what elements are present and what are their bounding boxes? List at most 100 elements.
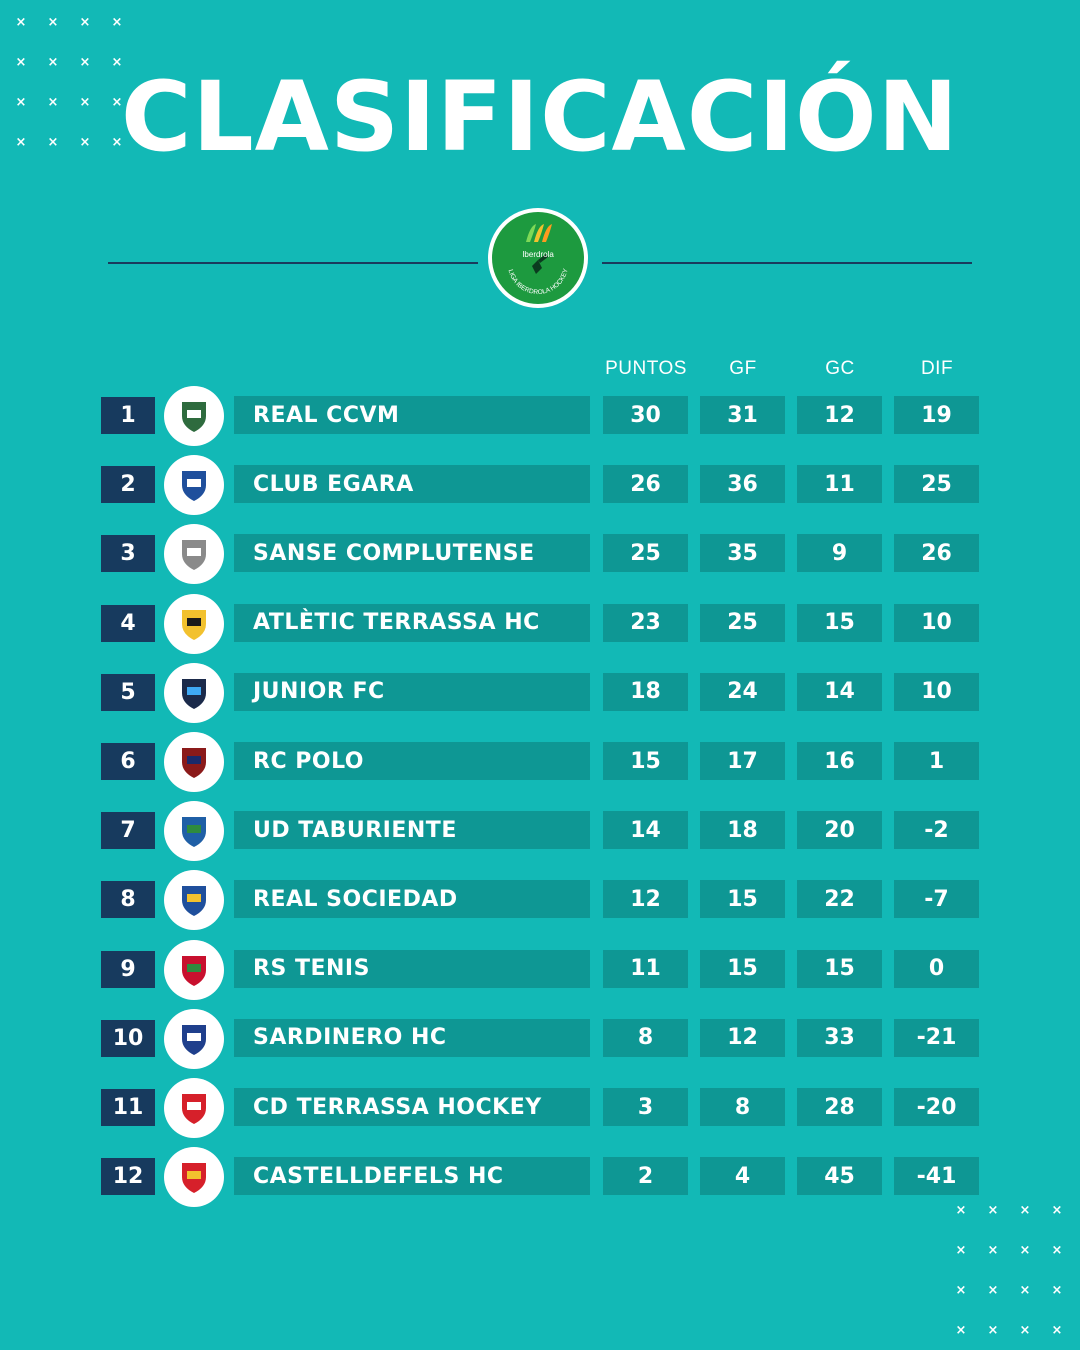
page-title: CLASIFICACIÓN <box>121 61 959 173</box>
table-row: 6 RC POLO 15 17 16 1 <box>0 732 1080 792</box>
table-row: 1 REAL CCVM 30 31 12 19 <box>0 386 1080 446</box>
decor-x-icon: × <box>15 55 27 70</box>
position-badge: 8 <box>101 881 155 919</box>
decor-x-icon: × <box>1019 1203 1031 1218</box>
logo-caption-arc: LIGA IBERDROLA HOCKEY <box>507 267 570 296</box>
iberdrola-leaf-icon <box>526 224 552 274</box>
points-cell: 15 <box>603 742 688 780</box>
difference-cell: 19 <box>894 396 979 434</box>
decor-x-icon: × <box>111 95 123 110</box>
difference-cell: -41 <box>894 1157 979 1196</box>
points-cell: 18 <box>603 672 688 711</box>
junior-fc-crest-icon <box>164 662 224 723</box>
goals-against-cell: 15 <box>797 603 882 642</box>
position-badge: 4 <box>101 604 155 642</box>
table-row: 2 CLUB EGARA 26 36 11 25 <box>0 455 1080 516</box>
table-row: 9 RS TENIS 11 15 15 0 <box>0 939 1080 1000</box>
decor-x-icon: × <box>47 55 59 70</box>
difference-cell: 25 <box>894 465 979 504</box>
points-cell: 12 <box>603 880 688 919</box>
decor-x-icon: × <box>15 95 27 110</box>
points-cell: 14 <box>603 811 688 850</box>
goals-against-cell: 15 <box>797 949 882 988</box>
goals-for-cell: 4 <box>700 1157 785 1196</box>
decor-x-icon: × <box>1051 1243 1063 1258</box>
points-cell: 25 <box>603 534 688 573</box>
table-row: 8 REAL SOCIEDAD 12 15 22 -7 <box>0 870 1080 931</box>
position-badge: 7 <box>101 812 155 850</box>
decor-x-icon: × <box>111 135 123 150</box>
points-cell: 8 <box>603 1018 688 1057</box>
decor-x-icon: × <box>47 135 59 150</box>
points-cell: 26 <box>603 465 688 504</box>
decor-x-icon: × <box>111 15 123 30</box>
decor-x-icon: × <box>987 1203 999 1218</box>
team-name: ATLÈTIC TERRASSA HC <box>234 603 590 642</box>
goals-for-cell: 15 <box>700 949 785 988</box>
decor-x-icon: × <box>987 1283 999 1298</box>
points-cell: 3 <box>603 1088 688 1126</box>
decor-x-icon: × <box>47 15 59 30</box>
goals-for-cell: 35 <box>700 534 785 573</box>
decor-x-icon: × <box>955 1243 967 1258</box>
table-row: 4 ATLÈTIC TERRASSA HC 23 25 15 10 <box>0 593 1080 654</box>
difference-cell: 10 <box>894 672 979 711</box>
decor-x-icon: × <box>79 95 91 110</box>
goals-against-cell: 9 <box>797 534 882 573</box>
header-points: PUNTOS <box>605 358 687 379</box>
table-row: 7 UD TABURIENTE 14 18 20 -2 <box>0 801 1080 862</box>
team-name: UD TABURIENTE <box>234 811 590 850</box>
team-name: CD TERRASSA HOCKEY <box>234 1088 590 1126</box>
position-badge: 11 <box>101 1089 155 1126</box>
table-row: 3 SANSE COMPLUTENSE 25 35 9 26 <box>0 524 1080 585</box>
position-badge: 1 <box>101 397 155 434</box>
decor-x-icon: × <box>1019 1323 1031 1338</box>
team-name: REAL SOCIEDAD <box>234 880 590 919</box>
decor-x-icon: × <box>47 95 59 110</box>
goals-against-cell: 12 <box>797 396 882 434</box>
decor-x-icon: × <box>15 15 27 30</box>
goals-for-cell: 17 <box>700 742 785 780</box>
position-badge: 12 <box>101 1158 155 1196</box>
points-cell: 11 <box>603 949 688 988</box>
decor-x-icon: × <box>79 135 91 150</box>
decor-x-icon: × <box>1019 1243 1031 1258</box>
table-row: 12 CASTELLDEFELS HC 2 4 45 -41 <box>0 1147 1080 1208</box>
decor-x-icon: × <box>955 1283 967 1298</box>
decor-x-icon: × <box>1051 1283 1063 1298</box>
real-sociedad-crest-icon <box>164 870 224 931</box>
atletic-terrassa-crest-icon <box>164 593 224 654</box>
goals-for-cell: 24 <box>700 672 785 711</box>
svg-text:LIGA IBERDROLA HOCKEY: LIGA IBERDROLA HOCKEY <box>507 267 570 296</box>
team-name: JUNIOR FC <box>234 672 590 711</box>
decor-x-icon: × <box>1051 1323 1063 1338</box>
divider-right <box>602 262 972 264</box>
league-logo: Iberdrola LIGA IBERDROLA HOCKEY <box>488 208 588 308</box>
goals-against-cell: 45 <box>797 1157 882 1196</box>
decor-x-icon: × <box>955 1323 967 1338</box>
divider-left <box>108 262 478 264</box>
position-badge: 2 <box>101 466 155 504</box>
difference-cell: 1 <box>894 742 979 780</box>
decor-x-icon: × <box>987 1323 999 1338</box>
castelldefels-crest-icon <box>164 1147 224 1208</box>
decor-x-icon: × <box>955 1203 967 1218</box>
decor-x-icon: × <box>79 55 91 70</box>
difference-cell: 0 <box>894 949 979 988</box>
team-name: SARDINERO HC <box>234 1018 590 1057</box>
position-badge: 3 <box>101 535 155 573</box>
sardinero-hc-crest-icon <box>164 1008 224 1069</box>
position-badge: 6 <box>101 743 155 780</box>
goals-against-cell: 11 <box>797 465 882 504</box>
team-name: RC POLO <box>234 742 590 780</box>
difference-cell: -21 <box>894 1018 979 1057</box>
decor-x-icon: × <box>1019 1283 1031 1298</box>
difference-cell: -2 <box>894 811 979 850</box>
real-ccvm-crest-icon <box>164 386 224 446</box>
goals-for-cell: 31 <box>700 396 785 434</box>
decor-x-icon: × <box>1051 1203 1063 1218</box>
difference-cell: 10 <box>894 603 979 642</box>
decor-x-icon: × <box>111 55 123 70</box>
decor-x-icon: × <box>987 1243 999 1258</box>
position-badge: 9 <box>101 950 155 988</box>
